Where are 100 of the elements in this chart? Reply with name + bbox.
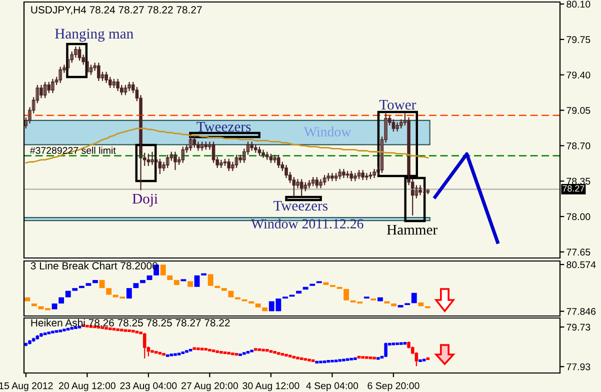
candlestick: [368, 356, 372, 360]
candlestick: [322, 360, 326, 364]
candlestick: [422, 358, 426, 362]
candlestick: [262, 348, 265, 352]
candlestick: [269, 350, 273, 353]
candlestick: [403, 342, 407, 345]
chart-title: 3 Line Break Chart 78.2000: [30, 262, 158, 270]
candlestick: [78, 326, 82, 328]
candlestick: [342, 358, 346, 362]
y-tick-label: 80.574: [566, 261, 596, 268]
candlestick: [396, 342, 399, 346]
bar: [214, 286, 220, 288]
candlestick: [170, 354, 174, 356]
bar: [188, 281, 193, 287]
candlestick: [177, 352, 181, 356]
candlestick: [361, 356, 364, 359]
candlestick: [227, 352, 230, 354]
bar: [72, 288, 78, 291]
candlestick: [212, 349, 216, 352]
ref-line-label: 78.27: [562, 185, 584, 192]
annotation: Hanging man: [55, 28, 134, 42]
candlestick: [58, 330, 62, 332]
candlestick: [74, 326, 78, 329]
bar: [65, 290, 71, 298]
y-tick-label: 79.75: [566, 36, 590, 44]
band-label: Window 2011.12.26: [251, 218, 364, 229]
bar: [208, 274, 214, 286]
candlestick: [288, 354, 292, 358]
bar: [221, 288, 227, 291]
y-tick-label: 77.93: [566, 363, 590, 370]
candlestick: [188, 348, 192, 352]
bar: [418, 302, 424, 306]
candlestick: [196, 348, 200, 350]
y-tick-label: 80.10: [566, 0, 590, 8]
bar: [146, 275, 152, 280]
candlestick: [154, 351, 158, 354]
bar: [344, 288, 349, 300]
x-tick-label: 4 Sep 04:00: [306, 382, 358, 392]
bar: [194, 275, 200, 287]
x-tick-label: 20 Aug 12:00: [59, 382, 116, 392]
bar: [167, 275, 173, 280]
candlestick: [338, 359, 342, 362]
bar: [133, 283, 139, 288]
candlestick: [234, 353, 238, 356]
candlestick: [97, 326, 100, 329]
bar: [58, 297, 64, 304]
candlestick: [86, 324, 89, 328]
candlestick: [376, 357, 380, 360]
candlestick: [238, 353, 242, 356]
candlestick: [100, 326, 104, 329]
bar: [78, 286, 84, 288]
candlestick: [319, 360, 322, 364]
bar: [160, 264, 166, 276]
candlestick: [128, 329, 131, 332]
bar: [262, 307, 268, 312]
candlestick: [334, 360, 338, 362]
y-tick-label: 77.65: [566, 248, 590, 256]
bar: [92, 280, 98, 284]
candlestick: [131, 330, 135, 332]
candlestick: [51, 330, 54, 334]
x-tick-label: 30 Aug 12:00: [242, 382, 300, 392]
candlestick: [273, 351, 276, 354]
chart-title: Heiken Ashi 78.26 78.25 78.25 78.27 78.22: [31, 318, 230, 326]
candlestick: [276, 352, 280, 355]
bar: [255, 303, 261, 308]
bar: [391, 303, 396, 306]
annotation: Hammer: [386, 224, 438, 235]
bar: [411, 292, 417, 304]
candlestick: [93, 326, 96, 328]
bar: [228, 290, 234, 298]
y-tick-label: 77.846: [566, 308, 596, 315]
candlestick: [357, 356, 361, 358]
candlestick: [162, 353, 166, 356]
candlestick: [280, 353, 284, 356]
candlestick: [308, 358, 311, 362]
y-tick-label: 79.05: [566, 107, 590, 114]
bar: [106, 288, 112, 295]
candlestick: [62, 328, 66, 332]
candlestick: [242, 352, 246, 355]
candlestick: [181, 351, 185, 354]
annotation: Tweezers: [273, 200, 328, 211]
candlestick: [43, 332, 47, 336]
bar: [24, 297, 30, 302]
candlestick: [292, 356, 296, 358]
y-tick-label: 78.70: [566, 142, 590, 150]
bar: [99, 280, 105, 288]
candlestick: [185, 350, 188, 353]
bar: [323, 282, 329, 285]
candlestick: [346, 358, 350, 361]
bar: [302, 286, 308, 290]
candlestick: [350, 358, 353, 360]
candlestick: [296, 356, 300, 360]
bar: [174, 280, 180, 285]
candlestick: [47, 332, 51, 334]
candlestick: [166, 354, 170, 357]
x-tick-label: 23 Aug 04:00: [120, 382, 177, 392]
candlestick: [54, 330, 58, 333]
candlestick: [124, 329, 128, 332]
candlestick: [223, 351, 227, 354]
annotation: Tweezers: [196, 122, 251, 132]
